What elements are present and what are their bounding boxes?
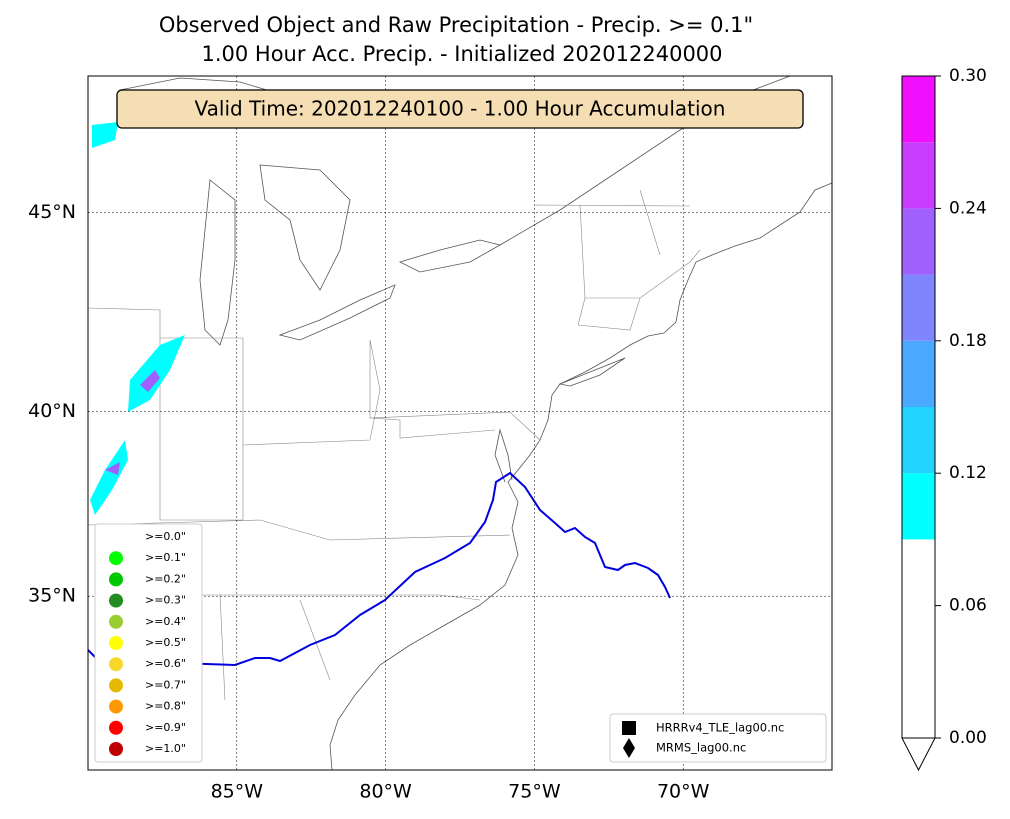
map-background (88, 76, 832, 770)
legend-label: >=0.2" (145, 572, 186, 585)
colorbar-bin (902, 539, 935, 738)
legend-marker (109, 572, 123, 587)
colorbar-bin (902, 473, 935, 540)
file-legend (609, 713, 827, 763)
legend-label: >=0.7" (145, 678, 186, 691)
legend-marker (109, 593, 123, 608)
legend-marker (109, 551, 123, 566)
lake-erie (278, 284, 396, 341)
x-tick-label: 85°W (211, 781, 264, 803)
colorbar-tick-label: 0.12 (949, 463, 987, 483)
observed-object-outline (87, 471, 671, 667)
valid-time: Valid Time: 202012240100 - 1.00 Hour Acc… (195, 97, 726, 121)
legend-marker (109, 657, 123, 672)
legend-label: >=0.6" (145, 657, 186, 670)
legend-label: >=0.5" (145, 636, 186, 649)
legend-label: HRRRv4_TLE_lag00.nc (656, 721, 784, 735)
precip-core (105, 370, 160, 475)
y-tick-label: 45°N (28, 201, 76, 223)
legend-label: >=0.1" (145, 551, 186, 564)
colorbar-extension (901, 737, 936, 772)
legend-label: >=0.0" (145, 530, 186, 543)
colorbar-tick-label: 0.30 (949, 66, 987, 86)
legend-label: >=0.8" (145, 700, 186, 713)
legend-marker (109, 614, 123, 629)
legend-marker (109, 636, 123, 650)
coastline (329, 182, 833, 771)
valid-time-box (116, 89, 804, 129)
legend-label: >=0.3" (145, 594, 186, 607)
colorbar-tick-label: 0.06 (949, 596, 987, 616)
colorbar-bin (902, 208, 935, 275)
lake-michigan (199, 179, 236, 346)
x-tick-label: 80°W (359, 781, 412, 803)
long-island (558, 357, 626, 387)
colorbar-bin (902, 142, 935, 209)
colorbar-frame (901, 75, 936, 739)
legend-marker (109, 699, 123, 714)
legend-label: >=0.9" (145, 721, 186, 734)
colorbar-bin (902, 274, 935, 341)
legend-label: MRMS_lag00.nc (656, 741, 746, 755)
legend-marker (109, 720, 123, 735)
y-tick-label: 35°N (28, 585, 76, 607)
map (87, 75, 833, 771)
x-tick-label: 70°W (657, 781, 710, 803)
chesapeake (494, 428, 513, 483)
title-line-2: 1.00 Hour Acc. Precip. - Initialized 202… (201, 42, 722, 66)
legend-label: >=0.4" (145, 615, 186, 628)
colorbar-tick-label: 0.24 (949, 198, 987, 218)
colorbar-tick-label: 0.18 (949, 331, 987, 351)
colorbar-bin (902, 76, 935, 143)
title-line-1: Observed Object and Raw Precipitation - … (159, 13, 753, 37)
colorbar-bin (902, 340, 935, 407)
legend-marker (109, 678, 123, 693)
legend-marker (622, 721, 636, 735)
legend-marker (623, 738, 635, 758)
colorbar-tick-label: 0.00 (949, 728, 987, 748)
colorbar-bin (902, 407, 935, 474)
threshold-legend (94, 523, 203, 763)
legend-marker (109, 742, 123, 756)
legend-marker (109, 530, 123, 544)
state-lines (87, 189, 701, 701)
legend-label: >=1.0" (145, 742, 186, 755)
x-tick-label: 75°W (508, 781, 561, 803)
map-frame (87, 75, 833, 771)
y-tick-label: 40°N (28, 400, 76, 422)
lake-huron (259, 164, 351, 291)
